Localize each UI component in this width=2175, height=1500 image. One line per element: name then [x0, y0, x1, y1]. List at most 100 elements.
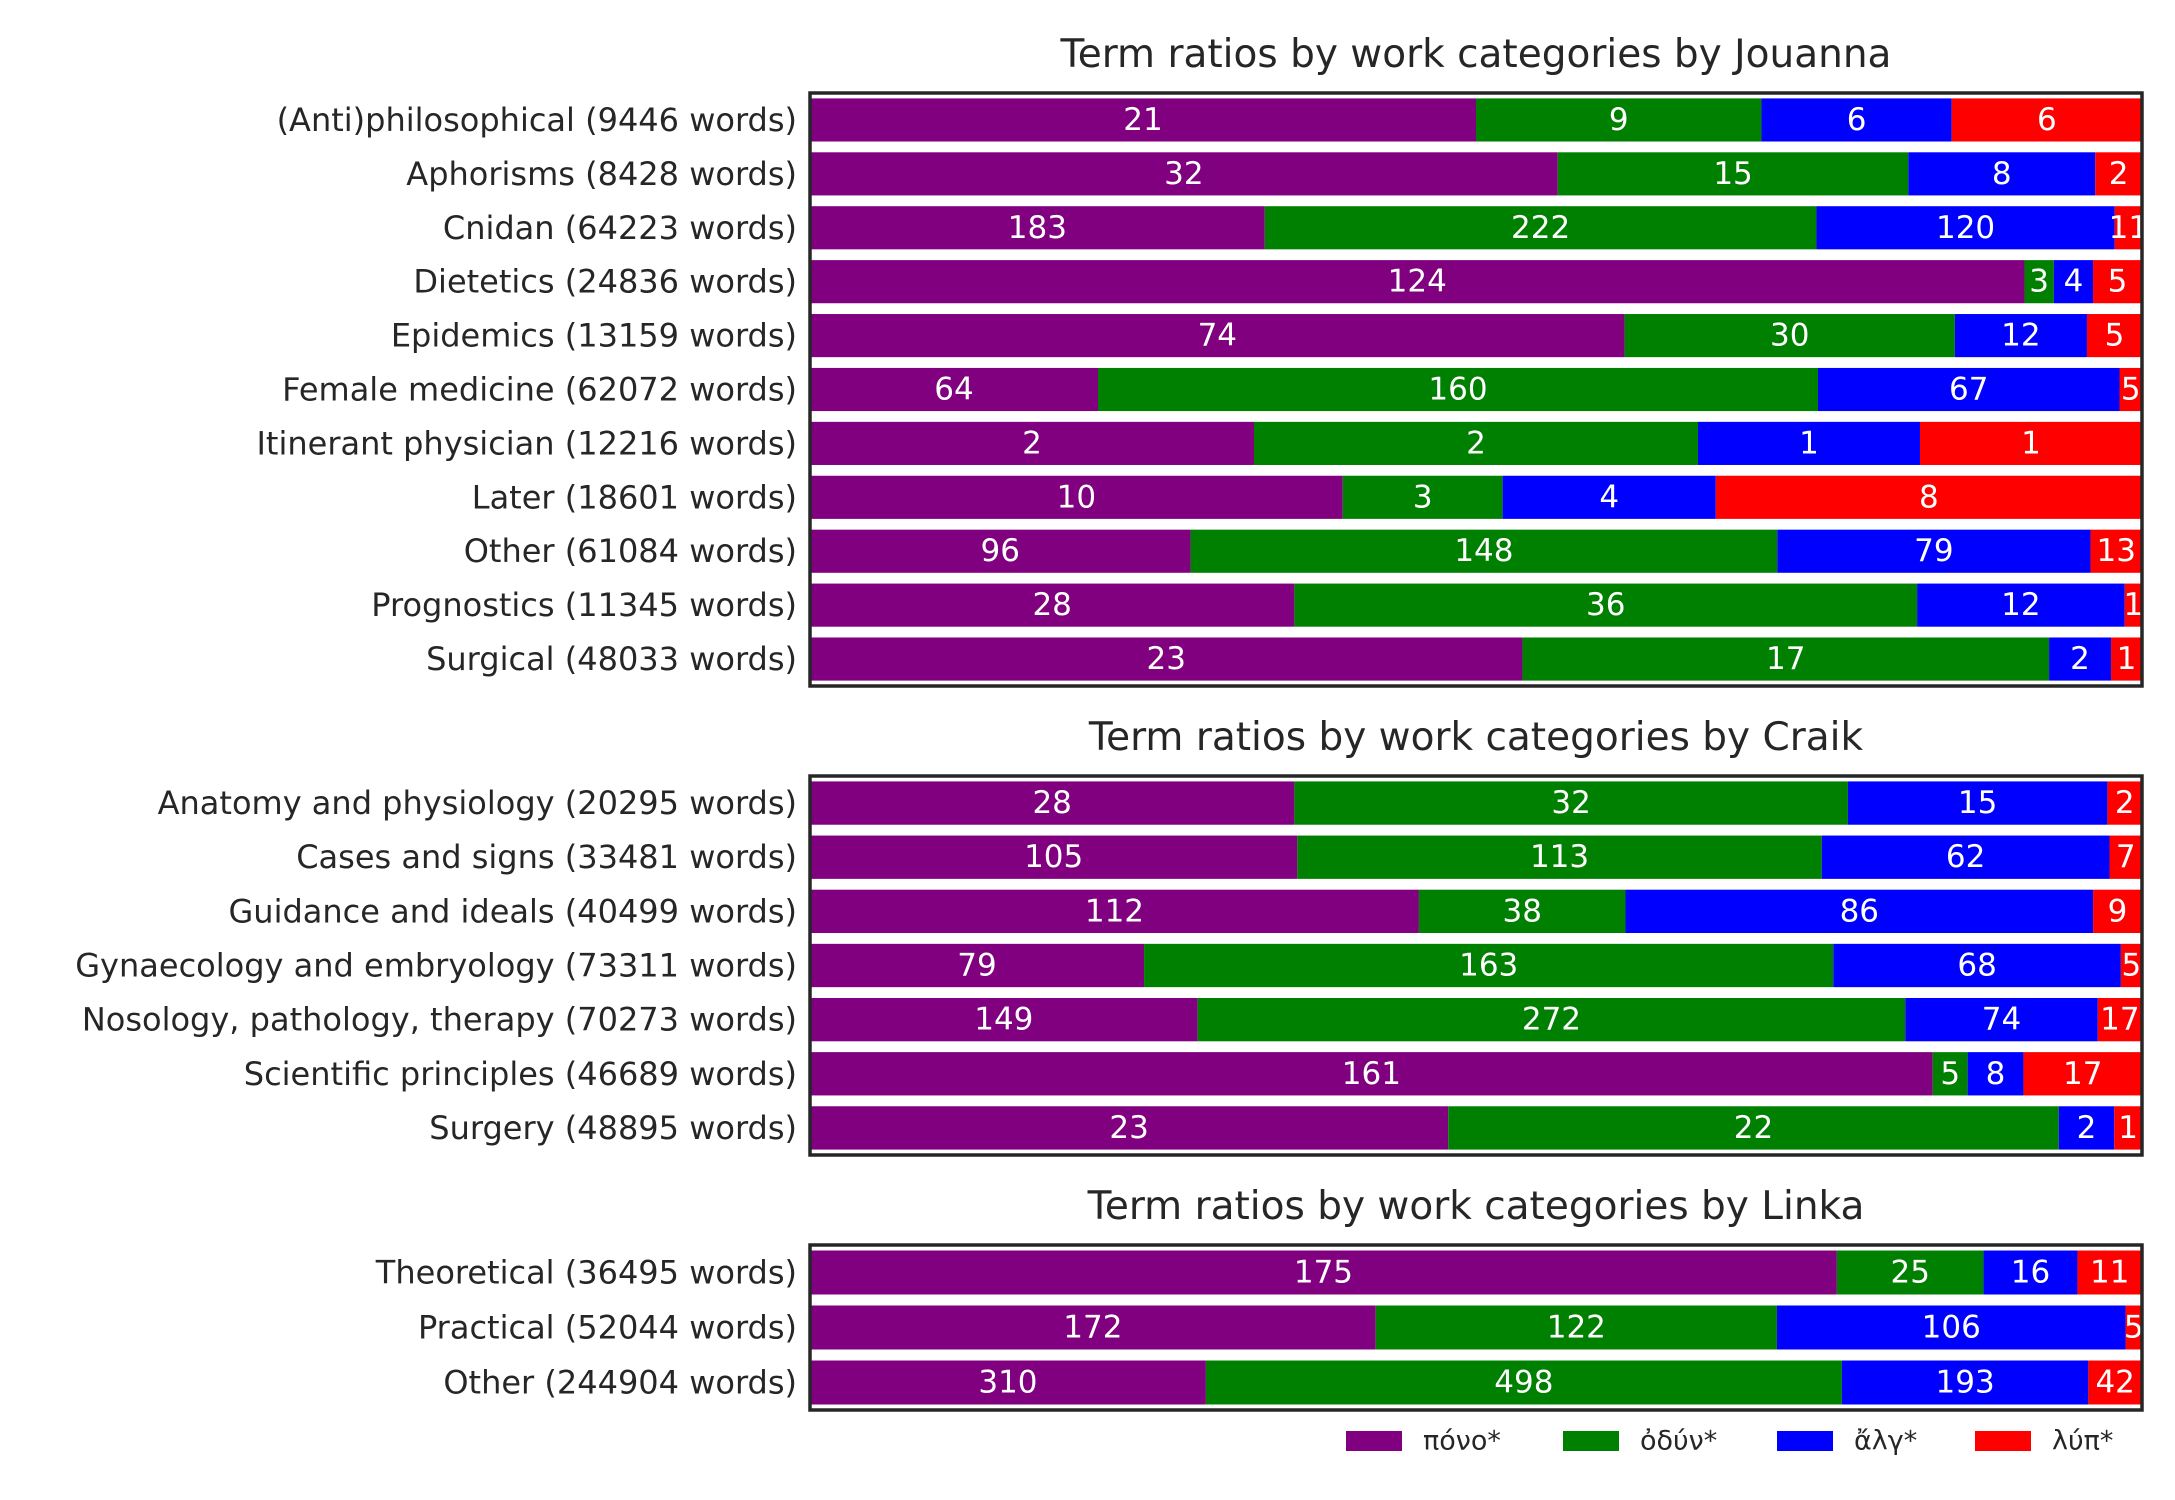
category-label: Practical (52044 words): [418, 1309, 797, 1347]
bar-segment-1: [810, 1052, 1933, 1096]
bar-segment-1: [810, 152, 1558, 196]
bar-value-label: 1: [2117, 641, 2137, 677]
bar-segment-3: [1983, 1250, 2078, 1295]
category-label: Other (61084 words): [464, 532, 797, 570]
bar-value-label: 120: [1936, 210, 1995, 246]
axes-frame: [808, 91, 2144, 688]
legend-swatch: [1777, 1431, 1833, 1451]
bar-value-label: 222: [1511, 210, 1570, 246]
bar-value-label: 38: [1502, 893, 1541, 929]
bar-segment-1: [810, 260, 2025, 304]
axes-frame: [808, 774, 2144, 1157]
bar-segment-3: [1816, 206, 2115, 250]
bar-segment-4: [2114, 206, 2142, 250]
bar-segment-1: [810, 475, 1343, 519]
panel-title: Term ratios by work categories by Craik: [1088, 715, 1864, 760]
bar-segment-4: [2111, 637, 2142, 681]
bar-value-label: 9: [1609, 102, 1629, 138]
bar-segment-1: [810, 943, 1145, 988]
bar-value-label: 6: [1847, 102, 1867, 138]
bar-value-label: 86: [1840, 893, 1879, 929]
bar-segment-3: [1625, 889, 2094, 934]
bar-value-label: 17: [1766, 641, 1805, 677]
bar-segment-3: [1908, 152, 2096, 196]
bar-segment-3: [1776, 1305, 2126, 1350]
category-label: Later (18601 words): [472, 478, 797, 516]
category-label: Theoretical (36495 words): [375, 1254, 797, 1292]
bar-segment-3: [2058, 1106, 2115, 1150]
bar-segment-3: [1841, 1360, 2089, 1405]
bar-value-label: 30: [1770, 318, 1809, 354]
bar-value-label: 74: [1982, 1002, 2021, 1038]
bar-segment-1: [810, 781, 1295, 825]
bar-value-label: 42: [2095, 1365, 2134, 1401]
bar-value-label: 17: [2063, 1056, 2102, 1092]
legend-swatch: [1975, 1431, 2031, 1451]
bar-value-label: 21: [1123, 102, 1162, 138]
bar-value-label: 79: [1914, 533, 1953, 569]
legend-swatch: [1563, 1431, 1619, 1451]
category-label: Anatomy and physiology (20295 words): [158, 784, 797, 822]
bar-segment-4: [1715, 475, 2142, 519]
bar-value-label: 5: [2121, 372, 2141, 408]
bar-value-label: 12: [2001, 318, 2040, 354]
bar-segment-3: [1833, 943, 2121, 988]
bar-segment-4: [2125, 1305, 2142, 1350]
bar-segment-1: [810, 997, 1198, 1042]
bar-value-label: 1: [2123, 587, 2143, 623]
bar-value-label: 124: [1388, 264, 1447, 300]
bar-value-label: 160: [1428, 372, 1487, 408]
bar-value-label: 1: [1799, 425, 1819, 461]
legend-item: πόνο*: [1346, 1426, 1501, 1457]
bar-segment-2: [1294, 781, 1848, 825]
bar-value-label: 15: [1958, 785, 1997, 821]
bar-segment-3: [1967, 1052, 2024, 1096]
bar-segment-2: [1190, 529, 1778, 573]
bar-segment-4: [2088, 1360, 2142, 1405]
bar-segment-3: [2053, 260, 2094, 304]
bar-segment-2: [1476, 98, 1762, 142]
bar-segment-1: [810, 529, 1191, 573]
bar-value-label: 105: [1024, 839, 1083, 875]
bar-segment-4: [2107, 781, 2142, 825]
bar-segment-2: [1448, 1106, 2059, 1150]
bar-value-label: 183: [1008, 210, 1067, 246]
chart-panel-1: Term ratios by work categories by Jouann…: [256, 32, 2148, 688]
bar-segment-2: [1557, 152, 1909, 196]
bar-value-label: 23: [1147, 641, 1186, 677]
bar-segment-2: [1264, 206, 1817, 250]
bar-value-label: 3: [2029, 264, 2049, 300]
bar-segment-3: [1847, 781, 2108, 825]
legend-item: λύπ*: [1975, 1426, 2113, 1457]
bar-segment-4: [2120, 943, 2142, 988]
bar-value-label: 122: [1547, 1310, 1606, 1346]
bar-value-label: 32: [1551, 785, 1590, 821]
category-label: Female medicine (62072 words): [282, 371, 797, 409]
bar-segment-2: [1098, 367, 1818, 412]
bar-segment-3: [1905, 997, 2098, 1042]
bar-segment-3: [1502, 475, 1716, 519]
bar-value-label: 10: [1057, 479, 1096, 515]
bar-value-label: 5: [2105, 318, 2125, 354]
bar-value-label: 15: [1713, 156, 1752, 192]
legend-label: ὀδύν*: [1640, 1426, 1717, 1457]
bar-segment-1: [810, 1305, 1376, 1350]
bar-segment-4: [2090, 529, 2142, 573]
legend-item: ὀδύν*: [1563, 1426, 1717, 1457]
bar-value-label: 7: [2116, 839, 2136, 875]
bar-segment-2: [1205, 1360, 1842, 1405]
bar-segment-2: [2024, 260, 2054, 304]
bar-segment-1: [810, 835, 1298, 879]
bar-value-label: 22: [1734, 1110, 1773, 1146]
panel-title: Term ratios by work categories by Linka: [1087, 1184, 1865, 1229]
bar-value-label: 96: [981, 533, 1020, 569]
bar-value-label: 113: [1530, 839, 1589, 875]
bar-segment-2: [1624, 314, 1955, 358]
legend-label: πόνο*: [1423, 1426, 1501, 1457]
bar-segment-1: [810, 314, 1625, 358]
category-label: Nosology, pathology, therapy (70273 word…: [82, 1001, 797, 1039]
bar-segment-4: [2114, 1106, 2142, 1150]
bar-value-label: 68: [1957, 948, 1996, 984]
bar-segment-4: [2077, 1250, 2142, 1295]
bar-segment-4: [2093, 889, 2142, 934]
